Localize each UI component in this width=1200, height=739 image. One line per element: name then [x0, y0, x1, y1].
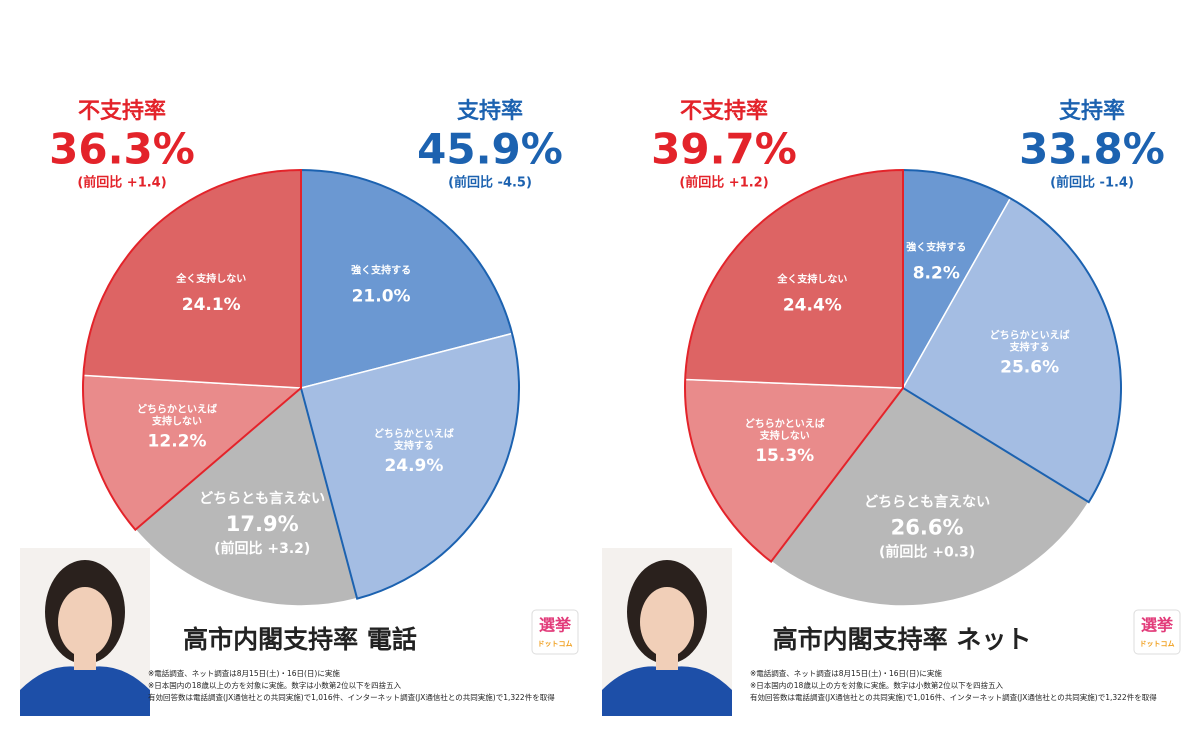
logo: ドットコム: [538, 640, 573, 648]
pie-slice: [134, 386, 359, 607]
slice-label: どちらかといえば支持しない: [745, 417, 825, 442]
slice-value: 21.0%: [352, 287, 411, 307]
portrait: [602, 548, 732, 716]
summary-label: 支持率: [1059, 98, 1125, 124]
portrait: [20, 548, 150, 716]
logo-box: [531, 609, 579, 655]
logo: 選挙: [1141, 616, 1173, 635]
slice-value: 12.2%: [148, 432, 207, 452]
panel-title: 高市内閣支持率 電話: [183, 625, 417, 654]
summary-value: 39.7%: [651, 125, 797, 174]
summary-label: 不支持率: [680, 98, 768, 124]
summary-change: (前回比 -1.4): [1050, 175, 1134, 191]
group-outline: [300, 168, 520, 600]
slice-note: (前回比 +0.3): [879, 544, 975, 561]
summary-label: 不支持率: [78, 98, 166, 124]
footnote: 有効回答数は電話調査(JX通信社との共同実施)で1,016件、インターネット調査…: [750, 692, 1157, 702]
footnote: 有効回答数は電話調査(JX通信社との共同実施)で1,016件、インターネット調査…: [148, 692, 555, 702]
summary-label: 支持率: [457, 98, 523, 124]
summary-value: 45.9%: [417, 125, 563, 174]
slice-label: どちらとも言えない: [199, 490, 325, 507]
slice-value: 24.4%: [783, 296, 842, 316]
slice-note: (前回比 +3.2): [214, 540, 310, 557]
slice-value: 24.1%: [182, 295, 241, 315]
slice-value: 17.9%: [226, 512, 299, 536]
panel-title: 高市内閣支持率 ネット: [773, 625, 1032, 654]
pie-slice: [770, 387, 1090, 607]
slice-label: どちらかといえば支持する: [374, 427, 454, 452]
slice-label: 強く支持する: [906, 241, 966, 254]
footnote: ※日本国内の18歳以上の方を対象に実施。数字は小数第2位以下を四捨五入: [750, 680, 1004, 690]
logo-box: [1133, 609, 1181, 655]
slice-value: 24.9%: [384, 456, 443, 476]
footnote: ※電話調査、ネット調査は8月15日(土)・16日(日)に実施: [750, 668, 942, 678]
slice-label: 全く支持しない: [175, 272, 246, 285]
slice-label: どちらかといえば支持しない: [137, 403, 217, 428]
group-outline: [902, 168, 1122, 504]
summary-change: (前回比 -4.5): [448, 175, 532, 191]
divider: [597, 0, 603, 739]
group-outline: [684, 168, 904, 563]
summary-change: (前回比 +1.2): [679, 175, 768, 191]
logo: ドットコム: [1140, 640, 1175, 648]
logo: 選挙: [539, 616, 571, 635]
slice-label: どちらとも言えない: [864, 494, 990, 511]
group-outline: [82, 168, 302, 532]
slice-label: どちらかといえば支持する: [990, 328, 1070, 353]
footnote: ※電話調査、ネット調査は8月15日(土)・16日(日)に実施: [148, 668, 340, 678]
slice-value: 26.6%: [891, 516, 964, 540]
slice-label: 全く支持しない: [776, 273, 847, 286]
slice-value: 15.3%: [755, 446, 814, 466]
footnote: ※日本国内の18歳以上の方を対象に実施。数字は小数第2位以下を四捨五入: [148, 680, 402, 690]
summary-value: 33.8%: [1019, 125, 1165, 174]
slice-value: 8.2%: [913, 264, 960, 284]
summary-change: (前回比 +1.4): [77, 175, 166, 191]
summary-value: 36.3%: [49, 125, 195, 174]
slice-label: 強く支持する: [351, 264, 411, 277]
slice-value: 25.6%: [1000, 357, 1059, 377]
